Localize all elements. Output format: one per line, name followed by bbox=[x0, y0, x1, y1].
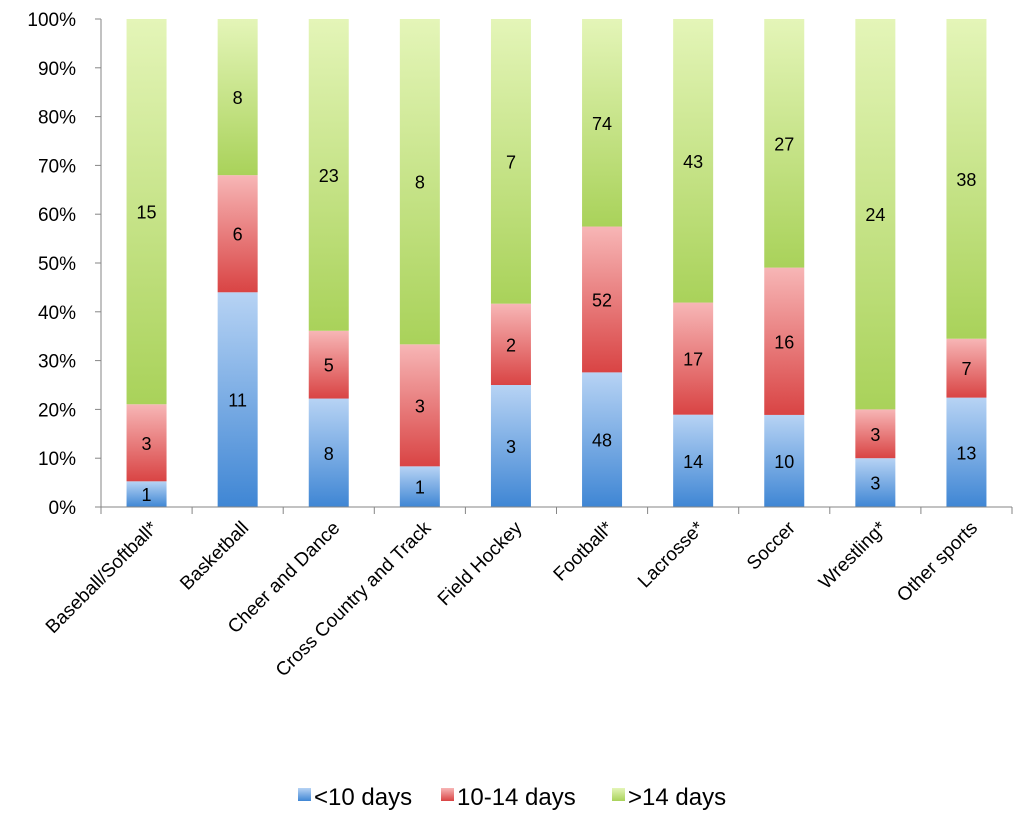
data-label: 8 bbox=[233, 88, 243, 108]
bar-segment bbox=[855, 409, 896, 459]
bar-segment bbox=[490, 303, 531, 385]
data-label: 14 bbox=[683, 452, 703, 472]
y-tick-label: 10% bbox=[38, 449, 76, 470]
data-label: 10 bbox=[774, 452, 794, 472]
bar-segment bbox=[126, 481, 167, 507]
bar-segment bbox=[946, 397, 987, 507]
bar-segment bbox=[764, 267, 805, 415]
x-tick-label: Lacrosse* bbox=[634, 517, 709, 592]
bar-segment bbox=[399, 19, 440, 345]
x-tick-label: Cross Country and Track bbox=[272, 517, 436, 681]
y-tick-label: 50% bbox=[38, 254, 76, 275]
bar-segment bbox=[764, 414, 805, 507]
y-tick-label: 90% bbox=[38, 59, 76, 80]
legend-label: >14 days bbox=[628, 784, 726, 811]
legend-label: <10 days bbox=[314, 784, 412, 811]
x-tick-label: Baseball/Softball* bbox=[42, 517, 163, 638]
bar-segment bbox=[308, 398, 349, 507]
bar-segment bbox=[126, 404, 167, 482]
bar-segment bbox=[673, 19, 714, 303]
legend-swatch bbox=[612, 788, 625, 801]
data-label: 27 bbox=[774, 134, 794, 154]
y-tick-label: 80% bbox=[38, 108, 76, 129]
data-label: 23 bbox=[319, 166, 339, 186]
data-label: 8 bbox=[324, 444, 334, 464]
data-label: 7 bbox=[961, 359, 971, 379]
legend-label: 10-14 days bbox=[457, 784, 576, 811]
data-label: 13 bbox=[956, 443, 976, 463]
bar-segment bbox=[308, 19, 349, 331]
bar-segment bbox=[490, 19, 531, 304]
bars: 1315116885231383274852741417431016273324… bbox=[126, 19, 987, 507]
y-tick-label: 60% bbox=[38, 205, 76, 226]
data-label: 3 bbox=[870, 474, 880, 494]
data-label: 2 bbox=[506, 335, 516, 355]
bar-segment bbox=[673, 302, 714, 415]
data-label: 38 bbox=[956, 170, 976, 190]
data-label: 52 bbox=[592, 290, 612, 310]
legend-swatch bbox=[298, 788, 311, 801]
data-label: 48 bbox=[592, 431, 612, 451]
bar-segment bbox=[308, 330, 349, 399]
y-tick-label: 100% bbox=[27, 10, 76, 31]
data-label: 3 bbox=[142, 434, 152, 454]
data-label: 11 bbox=[228, 391, 247, 411]
x-tick-label: Basketball bbox=[176, 518, 253, 595]
x-tick-label: Field Hockey bbox=[434, 517, 527, 610]
data-label: 1 bbox=[142, 485, 152, 505]
bar-segment bbox=[582, 372, 623, 507]
bar-segment bbox=[217, 175, 258, 293]
bar-segment bbox=[582, 226, 623, 373]
data-label: 74 bbox=[592, 114, 612, 134]
data-label: 5 bbox=[324, 356, 334, 376]
data-label: 15 bbox=[137, 203, 157, 223]
bar-segment bbox=[673, 414, 714, 507]
bar-segment bbox=[399, 466, 440, 507]
data-label: 43 bbox=[683, 152, 703, 172]
x-tick-label: Soccer bbox=[743, 517, 800, 574]
bar-segment bbox=[582, 19, 623, 227]
data-label: 17 bbox=[683, 350, 703, 370]
data-label: 8 bbox=[415, 173, 425, 193]
y-axis: 0% 10% 20% 30% 40% 50% 60% 70% 80% 90% 100% bbox=[27, 10, 102, 519]
data-label: 3 bbox=[415, 396, 425, 416]
bar-segment bbox=[855, 19, 896, 410]
data-label: 7 bbox=[506, 152, 516, 172]
y-tick-label: 20% bbox=[38, 400, 76, 421]
bar-segment bbox=[126, 19, 167, 405]
x-tick-label: Other sports bbox=[893, 518, 982, 607]
bar-segment bbox=[490, 385, 531, 507]
data-label: 6 bbox=[233, 225, 243, 245]
y-tick-label: 40% bbox=[38, 303, 76, 324]
data-label: 3 bbox=[870, 425, 880, 445]
y-tick-label: 30% bbox=[38, 352, 76, 373]
data-label: 16 bbox=[774, 332, 794, 352]
y-tick-label: 0% bbox=[49, 498, 77, 519]
bar-segment bbox=[217, 292, 258, 507]
bar-segment bbox=[946, 338, 987, 398]
x-tick-label: Wrestling* bbox=[815, 517, 891, 593]
y-tick-label: 70% bbox=[38, 156, 76, 177]
bar-segment bbox=[764, 19, 805, 268]
bar-segment bbox=[855, 458, 896, 507]
x-tick-label: Football* bbox=[550, 517, 618, 585]
data-label: 3 bbox=[506, 437, 516, 457]
data-label: 1 bbox=[415, 478, 425, 498]
legend: <10 days 10-14 days >14 days bbox=[298, 784, 726, 811]
data-label: 24 bbox=[865, 205, 885, 225]
bar-segment bbox=[217, 19, 258, 176]
bar-segment bbox=[399, 344, 440, 467]
legend-swatch bbox=[441, 788, 454, 801]
bar-segment bbox=[946, 19, 987, 339]
